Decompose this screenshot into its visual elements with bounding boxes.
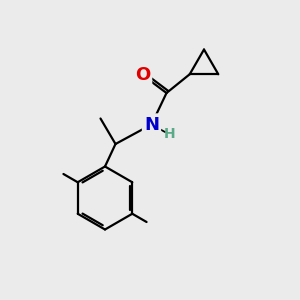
- Text: O: O: [135, 66, 150, 84]
- Text: H: H: [164, 127, 175, 140]
- Text: N: N: [144, 116, 159, 134]
